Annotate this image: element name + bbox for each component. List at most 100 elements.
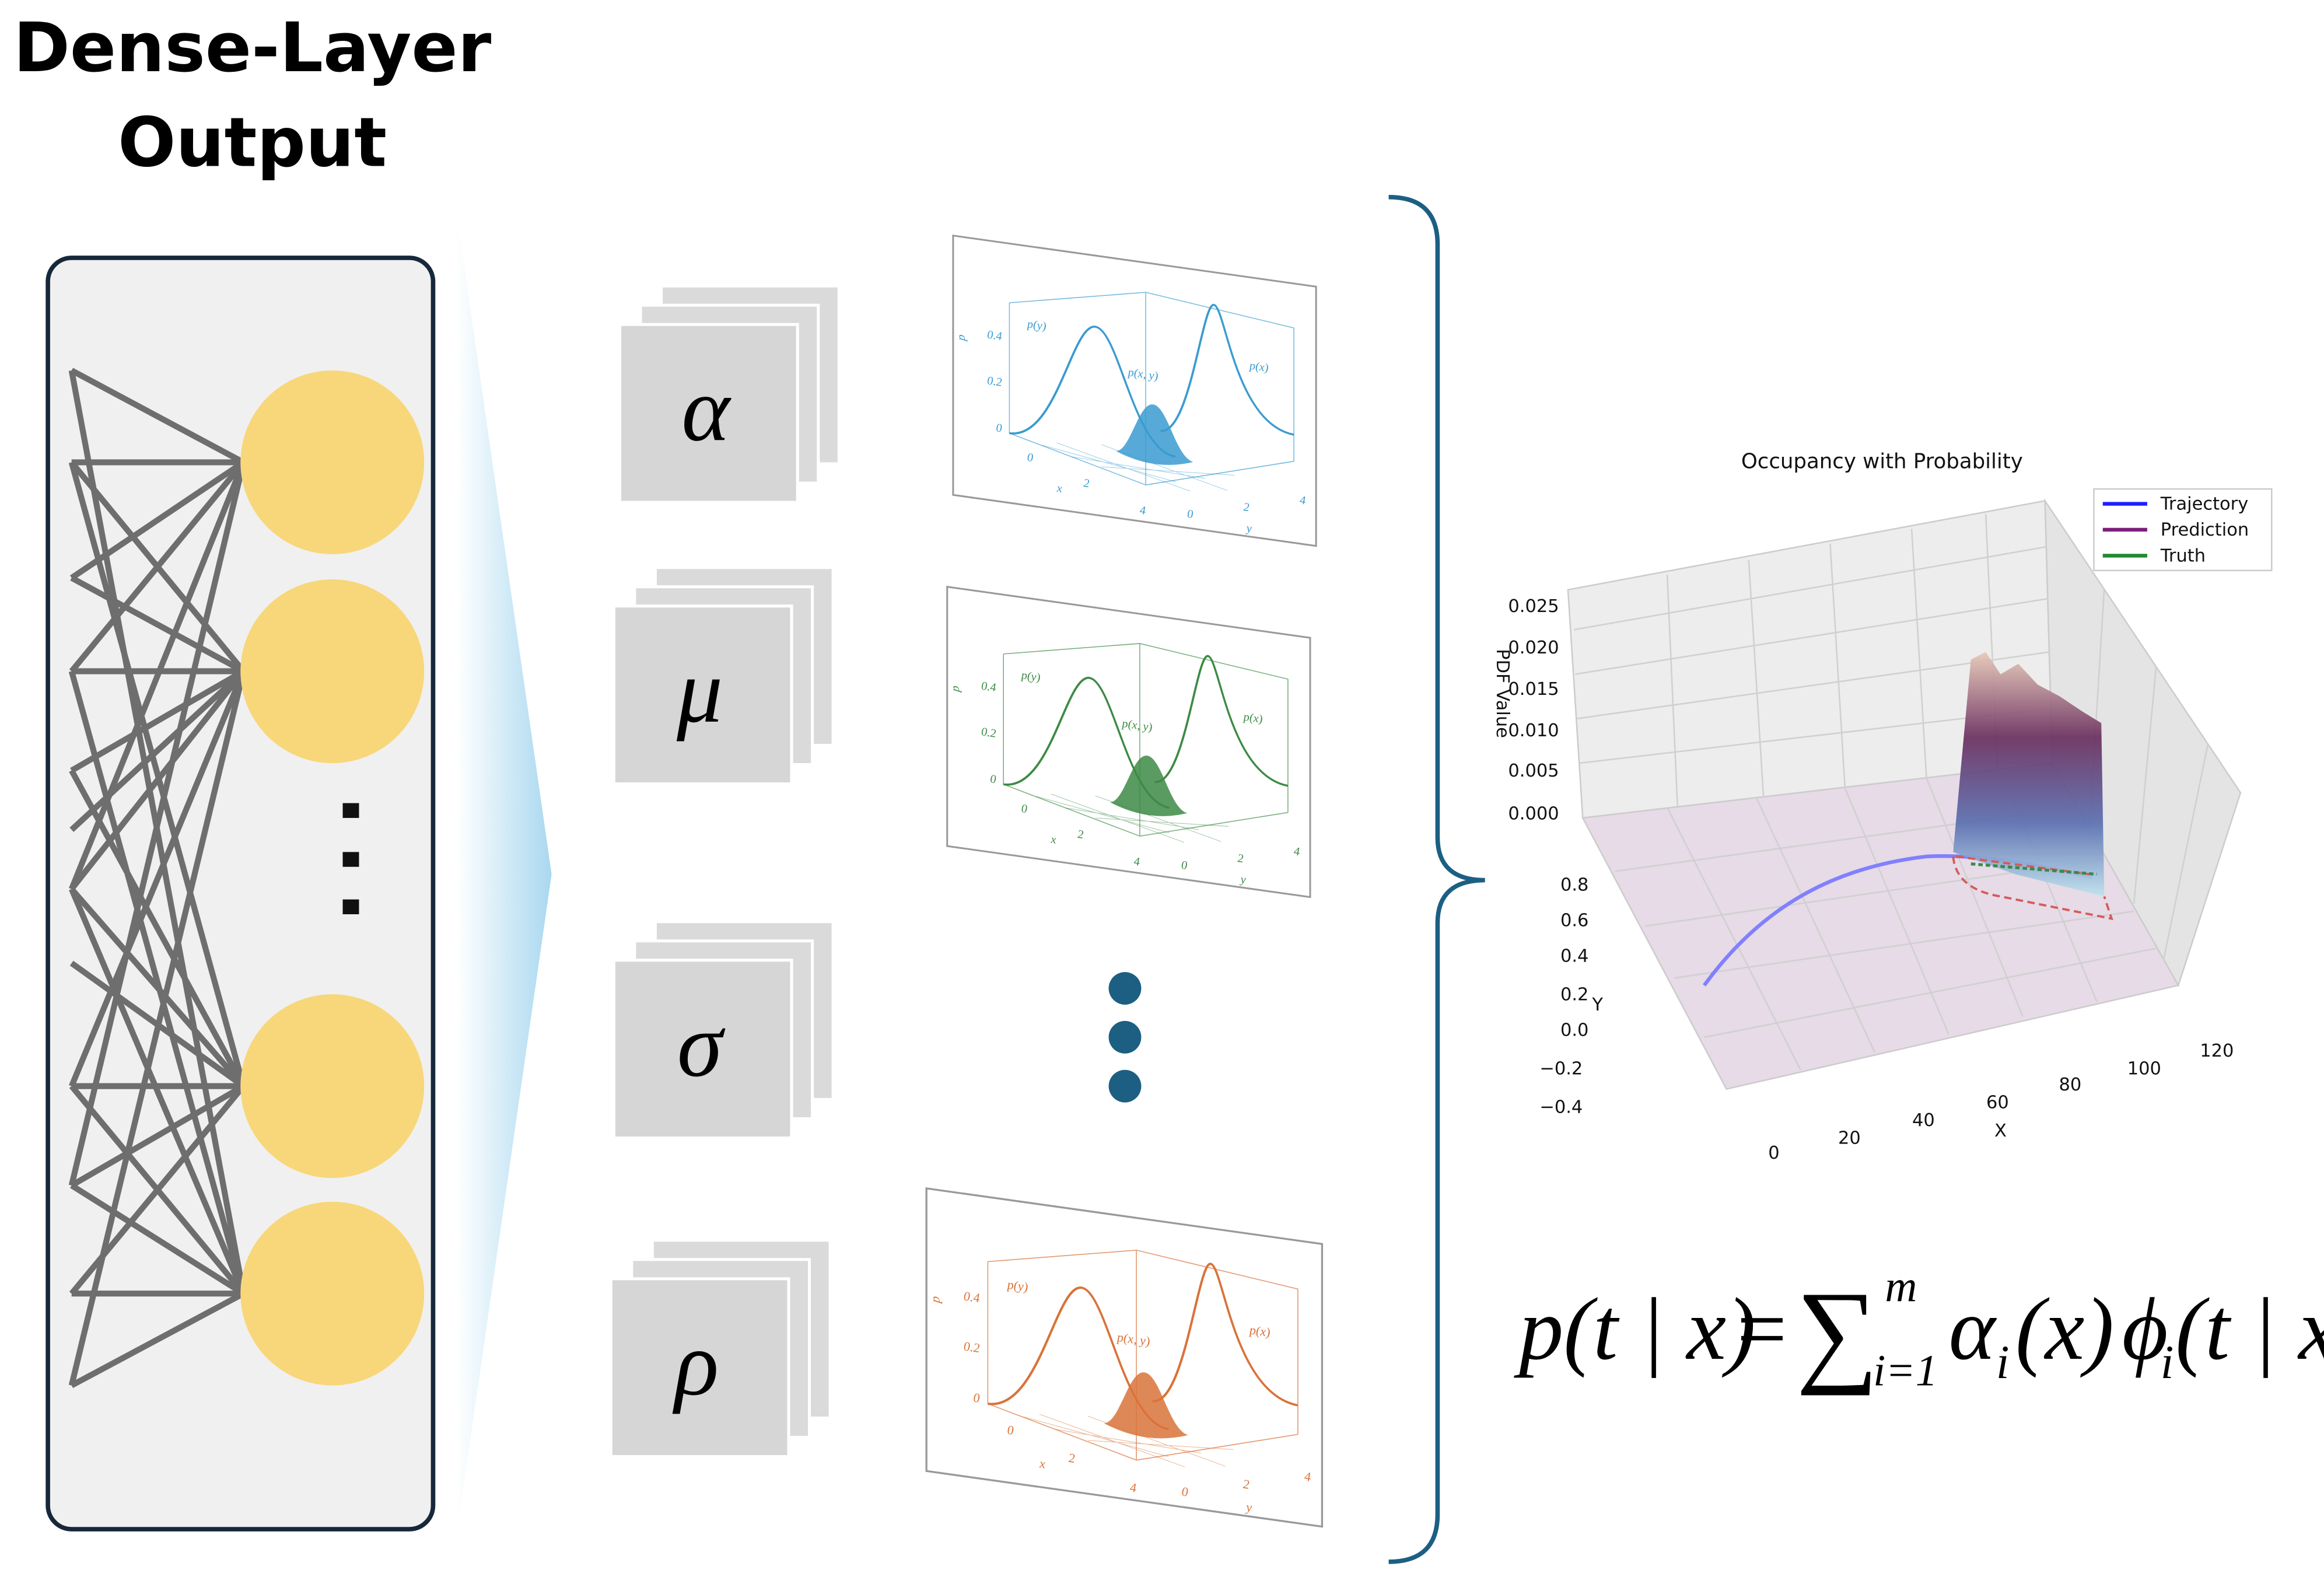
tick-label: 4 xyxy=(1294,845,1300,858)
formula-upper: m xyxy=(1885,1262,1917,1311)
tick-label: 2 xyxy=(1238,852,1244,865)
y-tick-label: −0.4 xyxy=(1539,1097,1583,1117)
formula-alpha: α xyxy=(1949,1279,1997,1378)
tick-label: 0 xyxy=(1182,1484,1188,1499)
brace xyxy=(1388,194,1485,1564)
connection xyxy=(69,887,247,1295)
tick-label: 4 xyxy=(1134,855,1140,869)
marginal-x xyxy=(1154,655,1288,787)
tick-label: 0.2 xyxy=(964,1338,980,1355)
formula-arg: (x) xyxy=(2015,1279,2114,1378)
legend-label: Prediction xyxy=(2161,520,2249,540)
connection xyxy=(70,1183,246,1296)
parameter-stack: σ xyxy=(612,920,835,1140)
z-tick-label: 0.000 xyxy=(1508,803,1559,824)
axis-label: y xyxy=(1240,873,1247,887)
formula-phi: ϕ xyxy=(2122,1279,2168,1378)
x-tick-label: 0 xyxy=(1768,1143,1779,1163)
connection xyxy=(68,461,247,1186)
formula: p(t | x) = ∑ m i=1 α i (x) ϕ i (t | x) xyxy=(1514,1262,2324,1396)
neurons xyxy=(240,370,425,1386)
vertical-dots xyxy=(1108,972,1142,1103)
plot-frame xyxy=(952,235,1317,547)
y-tick-label: 0.8 xyxy=(1560,875,1588,895)
tick-label: 0.2 xyxy=(987,374,1002,389)
x-axis-label: X xyxy=(1994,1121,2007,1141)
x-tick-label: 20 xyxy=(1838,1128,1861,1149)
curve-label: p(x) xyxy=(1248,359,1269,375)
stack-card xyxy=(612,604,793,786)
curve-label: p(y) xyxy=(1026,317,1046,333)
formula-sub: i xyxy=(1996,1336,2010,1389)
formula-equals: = xyxy=(1737,1279,1787,1378)
joint-density xyxy=(1116,404,1194,465)
x-tick-label: 40 xyxy=(1912,1110,1935,1131)
parameter-stack: μ xyxy=(612,566,835,786)
tick-label: 4 xyxy=(1304,1469,1311,1484)
tick-label: 0 xyxy=(973,1390,979,1405)
parameter-symbol: ρ xyxy=(673,1313,719,1415)
stack-card xyxy=(618,323,799,504)
stack-card xyxy=(609,1277,790,1459)
connection xyxy=(69,669,246,891)
neuron xyxy=(240,370,425,554)
joint-density xyxy=(1104,1372,1188,1439)
axis-label: y xyxy=(1245,1499,1252,1515)
formula-lhs: p(t | x) xyxy=(1514,1279,1756,1378)
legend-entries: Trajectory Prediction Truth xyxy=(2102,494,2249,567)
tick-label: 0 xyxy=(990,772,996,786)
tick-label: 0 xyxy=(1181,859,1187,872)
title-line: Output xyxy=(118,103,387,182)
y-tick-label: −0.2 xyxy=(1539,1058,1583,1079)
marginal-x xyxy=(1152,1263,1298,1407)
joint-density xyxy=(1110,756,1188,816)
connection xyxy=(69,460,246,581)
tick-label: 4 xyxy=(1140,504,1146,517)
neuron xyxy=(240,1201,425,1386)
tick-label: 0 xyxy=(1187,508,1193,521)
tick-label: 2 xyxy=(1243,1477,1250,1492)
connection xyxy=(68,461,247,1087)
curve-label: p(x) xyxy=(1242,710,1263,726)
y-tick-label: 0.0 xyxy=(1560,1020,1588,1040)
x-tick-label: 100 xyxy=(2127,1058,2161,1079)
legend-label: Truth xyxy=(2160,546,2206,567)
connection xyxy=(68,670,247,1295)
curve-label: p(y) xyxy=(1020,669,1041,684)
connection xyxy=(70,1083,245,1188)
connection xyxy=(70,1291,245,1389)
connection xyxy=(70,669,245,774)
tick-label: 0.4 xyxy=(981,680,996,694)
parameter-symbol: μ xyxy=(676,641,723,742)
y-tick-label: 0.2 xyxy=(1560,984,1588,1005)
connection xyxy=(70,368,245,465)
axis-label: x xyxy=(1039,1456,1045,1471)
connection xyxy=(69,460,246,673)
plot-frame xyxy=(946,586,1311,898)
connections xyxy=(68,368,247,1389)
axis-label: x xyxy=(1051,833,1056,847)
z-tick-label: 0.025 xyxy=(1508,596,1559,617)
connection xyxy=(69,670,247,1088)
tick-label: 0 xyxy=(1027,451,1033,464)
plot-frame xyxy=(925,1187,1324,1528)
z-tick-label: 0.010 xyxy=(1508,721,1559,741)
floor-grid xyxy=(1036,793,1229,843)
tick-label: 2 xyxy=(1077,828,1083,841)
z-tick-label: 0.020 xyxy=(1508,638,1559,658)
y-axis-label: Y xyxy=(1591,995,1603,1015)
tick-label: 4 xyxy=(1300,494,1306,507)
title-line: Dense-Layer xyxy=(13,8,492,88)
tick-label: 2 xyxy=(1069,1450,1075,1466)
tick-label: 0 xyxy=(1021,802,1027,816)
z-tick-label: 0.015 xyxy=(1508,679,1559,700)
neuron xyxy=(240,579,425,763)
parameter-stacks: α μ σ ρ xyxy=(609,284,841,1459)
curve-label: p(x) xyxy=(1248,1322,1270,1340)
